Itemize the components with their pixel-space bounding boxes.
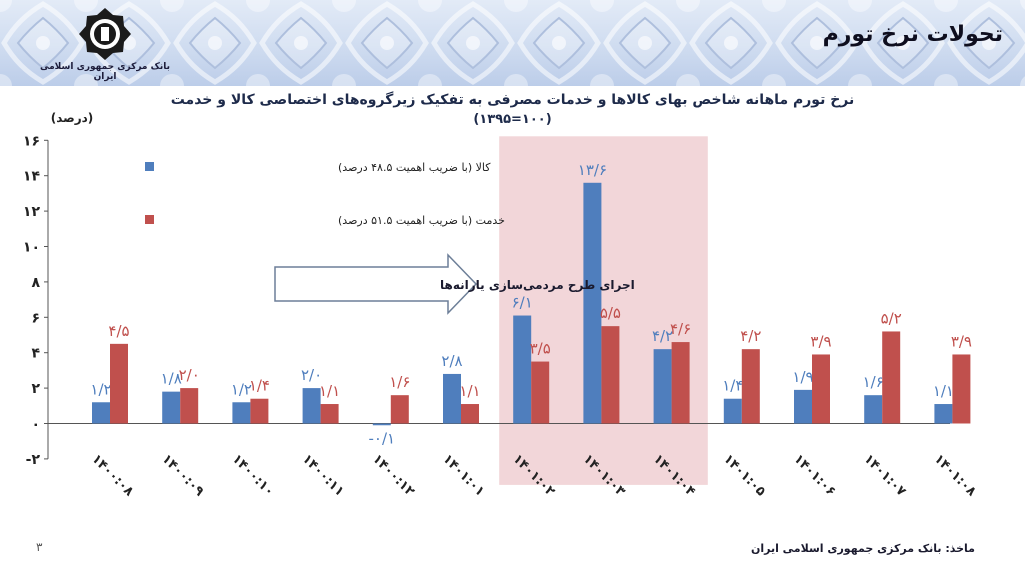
y-tick-label: ۱۴ [23, 169, 41, 185]
source-note: ماخذ: بانک مرکزی جمهوری اسلامی ایران [750, 542, 975, 555]
bar [372, 423, 391, 426]
data-label: ۱/۴ [249, 377, 270, 395]
y-tick-label: ۰ [31, 417, 40, 433]
bar [531, 361, 550, 424]
ornament-pattern [0, 0, 1025, 86]
data-label: ۱/۱ [933, 382, 954, 400]
bar [92, 402, 110, 424]
header-banner: بانک مرکزی جمهوری اسلامی ایران تحولات نر… [0, 0, 1025, 86]
bar [671, 342, 690, 424]
bar [302, 388, 321, 424]
legend-label: کالا (با ضریب اهمیت ۴۸.۵ درصد) [338, 161, 491, 174]
data-label: ۴/۲ [740, 327, 761, 345]
bar [110, 343, 128, 424]
bar [513, 315, 532, 424]
data-label: ۱/۹ [792, 368, 813, 386]
y-tick-label: ۴ [31, 346, 40, 362]
y-tick-label: ۸ [31, 275, 40, 291]
data-label: ۱۳/۶ [578, 161, 607, 179]
data-label: ۳/۹ [810, 332, 831, 350]
bar [601, 326, 620, 424]
bar [180, 388, 199, 424]
bar [794, 389, 812, 424]
data-label: ۶/۱ [512, 294, 533, 312]
y-tick-label: ۱۲ [23, 204, 41, 220]
x-tick-label: ۱۴۰۰:۰۸ [88, 452, 136, 500]
page-title: تحولات نرخ تورم [822, 22, 1003, 47]
x-tick-label: ۱۴۰۰:۰۹ [159, 452, 207, 500]
y-axis-label: (درصد) [51, 111, 94, 125]
logo-caption: بانک مرکزی جمهوری اسلامی ایران [40, 62, 170, 82]
x-tick-label: ۱۴۰۱:۰۶ [790, 452, 838, 500]
data-label: ۱/۲ [231, 380, 252, 398]
bar [882, 331, 901, 424]
central-bank-logo: بانک مرکزی جمهوری اسلامی ایران [40, 6, 170, 82]
data-label: ۱/۴ [722, 377, 743, 395]
bar [812, 354, 830, 424]
data-label: ۱/۸ [161, 370, 182, 388]
x-tick-label: ۱۴۰۰:۱۰ [229, 452, 277, 500]
bar [232, 402, 251, 424]
bar [250, 398, 269, 424]
data-label: ۲/۰ [179, 366, 200, 384]
bar [952, 354, 971, 424]
highlight-band [499, 136, 708, 485]
bar [461, 404, 479, 424]
data-label: ۴/۵ [108, 322, 129, 340]
bar [390, 395, 409, 424]
bank-emblem-icon [79, 8, 131, 60]
x-tick-label: ۱۴۰۱:۰۸ [931, 452, 979, 500]
bar [443, 373, 461, 424]
data-label: ۲/۰ [301, 366, 322, 384]
legend-label: خدمت (با ضریب اهمیت ۵۱.۵ درصد) [338, 214, 505, 227]
data-label: ۵/۵ [600, 304, 621, 322]
data-label: ۳/۵ [530, 340, 551, 358]
data-label: ۳/۹ [951, 332, 972, 350]
y-tick-label: ۱۰ [23, 240, 40, 256]
bar [320, 404, 339, 424]
annotation-label: اجرای طرح مردمی‌سازی یارانه‌ها [440, 278, 635, 292]
chart-title: نرخ تورم ماهانه شاخص بهای کالاها و خدمات… [170, 92, 855, 108]
data-label: ۱/۶ [863, 373, 884, 391]
chart-subtitle: (۱۰۰=۱۳۹۵) [473, 112, 552, 127]
bar [934, 404, 953, 424]
y-tick-label: ۱۶ [23, 133, 40, 149]
legend-swatch [145, 215, 154, 224]
data-label: ۴/۲ [652, 327, 673, 345]
data-label: -۰/۱ [369, 429, 396, 447]
x-tick-label: ۱۴۰۰:۱۲ [369, 452, 417, 500]
x-tick-label: ۱۴۰۱:۰۷ [861, 452, 909, 500]
data-label: ۱/۲ [90, 380, 111, 398]
bar [162, 391, 181, 424]
bar [583, 182, 602, 424]
x-tick-label: ۱۴۰۱:۰۱ [439, 452, 487, 500]
annotation-arrow [274, 253, 478, 315]
x-tick-label: ۱۴۰۰:۱۱ [299, 452, 347, 500]
bar [723, 398, 742, 424]
bar [741, 349, 760, 424]
y-tick-label: ۶ [31, 310, 40, 326]
bar [653, 349, 672, 424]
legend-swatch [145, 162, 154, 171]
data-label: ۱/۱ [319, 382, 340, 400]
data-label: ۱/۱ [459, 382, 480, 400]
bar [864, 395, 883, 424]
page-number: ۳ [36, 540, 43, 554]
x-tick-label: ۱۴۰۱:۰۵ [720, 452, 768, 500]
data-label: ۱/۶ [389, 373, 410, 391]
data-label: ۵/۲ [881, 309, 902, 327]
y-tick-label: ۲ [31, 381, 40, 397]
data-label: ۲/۸ [441, 352, 462, 370]
y-tick-label: -۲ [26, 452, 41, 468]
data-label: ۴/۶ [670, 320, 691, 338]
